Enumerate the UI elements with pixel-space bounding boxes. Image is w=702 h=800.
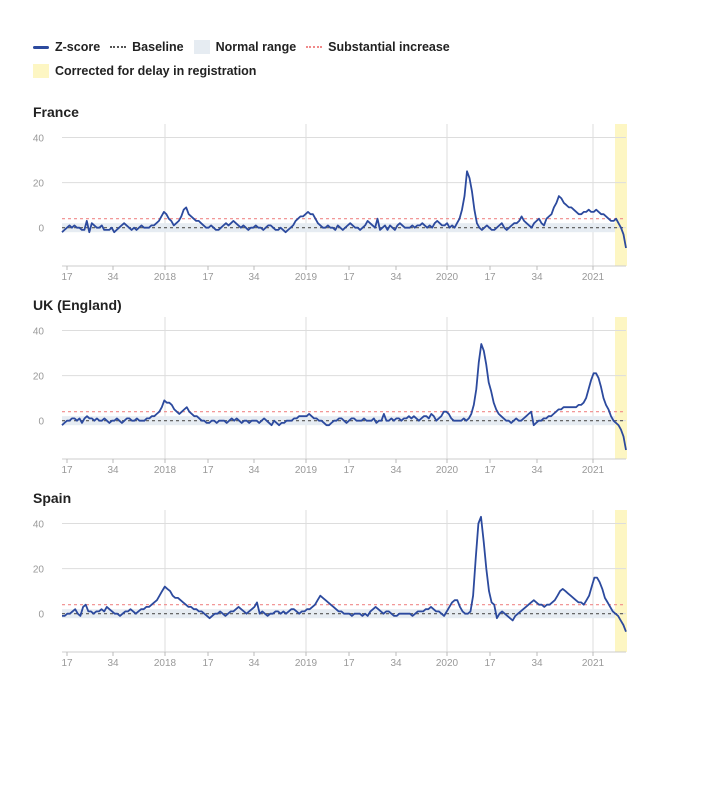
baseline-dotted-swatch [110,46,127,48]
x-tick-label: 2019 [295,272,318,283]
x-tick-label: 2018 [154,658,177,669]
x-tick-label: 34 [248,272,260,283]
x-tick-label: 17 [202,272,214,283]
x-tick-label: 17 [484,272,496,283]
x-tick-label: 17 [61,465,73,476]
x-tick-label: 34 [107,465,119,476]
x-tick-label: 2018 [154,465,177,476]
x-tick-label: 2019 [295,465,318,476]
x-tick-label: 17 [343,272,355,283]
x-tick-label: 17 [202,465,214,476]
corrected-band-swatch [33,64,49,78]
x-tick-label: 34 [390,658,402,669]
x-tick-label: 17 [61,658,73,669]
x-tick-label: 34 [248,465,260,476]
zscore-series-line [61,170,627,249]
chart-france: 0 20 40 17 34 2018 17 34 2019 17 34 2020 17 34 2021 [33,124,627,283]
legend-baseline-label: Baseline [132,40,184,54]
x-tick-label: 34 [531,272,543,283]
panel-title: France [33,104,79,120]
legend-normal-range[interactable]: Normal range [193,40,297,54]
x-tick-label: 2021 [582,465,605,476]
panel-title: UK (England) [33,297,122,313]
x-tick-label: 34 [390,272,402,283]
legend-zscore-label: Z-score [55,40,101,54]
zscore-series-line [62,515,627,633]
normal-range-swatch [193,40,210,54]
x-tick-label: 17 [202,658,214,669]
x-tick-label: 17 [343,658,355,669]
corrected-band [615,317,627,459]
x-tick-label: 34 [248,658,260,669]
x-tick-label: 34 [531,465,543,476]
x-tick-label: 2020 [436,272,459,283]
legend-corrected-label: Corrected for delay in registration [55,64,257,78]
y-tick-label: 40 [33,327,45,338]
y-tick-label: 0 [38,417,44,428]
y-tick-label: 20 [33,372,45,383]
legend: Z-score Baseline Normal range Substantia… [33,36,673,84]
legend-baseline[interactable]: Baseline [110,40,184,54]
x-tick-label: 34 [107,658,119,669]
y-tick-label: 0 [38,224,44,235]
y-tick-label: 20 [33,565,45,576]
zscore-series-line [61,343,627,451]
legend-zscore[interactable]: Z-score [33,40,100,54]
zscore-line-swatch [33,45,49,49]
x-tick-label: 2020 [436,465,459,476]
x-tick-label: 34 [531,658,543,669]
x-tick-label: 2019 [295,658,318,669]
legend-normal-label: Normal range [215,40,297,54]
x-tick-label: 17 [61,272,73,283]
panel-title: Spain [33,490,72,506]
substantial-dotted-swatch [306,46,323,48]
x-tick-label: 34 [107,272,119,283]
y-tick-label: 20 [33,179,45,190]
x-tick-label: 34 [390,465,402,476]
x-tick-label: 2018 [154,272,177,283]
chart-spain: 0 20 40 17 34 2018 17 34 2019 17 34 2020 17 34 2021 [33,510,627,669]
legend-substantial-label: Substantial increase [328,40,450,54]
corrected-band [615,124,627,266]
x-tick-label: 17 [484,658,496,669]
y-tick-label: 40 [33,520,45,531]
x-tick-label: 17 [343,465,355,476]
y-tick-label: 0 [38,610,44,621]
legend-substantial-increase[interactable]: Substantial increase [306,40,450,54]
legend-corrected[interactable]: Corrected for delay in registration [33,64,256,78]
x-tick-label: 17 [484,465,496,476]
chart-uk-england: 0 20 40 17 34 2018 17 34 2019 17 34 2020 17 34 2021 [33,317,627,476]
x-tick-label: 2020 [436,658,459,669]
x-tick-label: 2021 [582,658,605,669]
y-tick-label: 40 [33,134,45,145]
x-tick-label: 2021 [582,272,605,283]
